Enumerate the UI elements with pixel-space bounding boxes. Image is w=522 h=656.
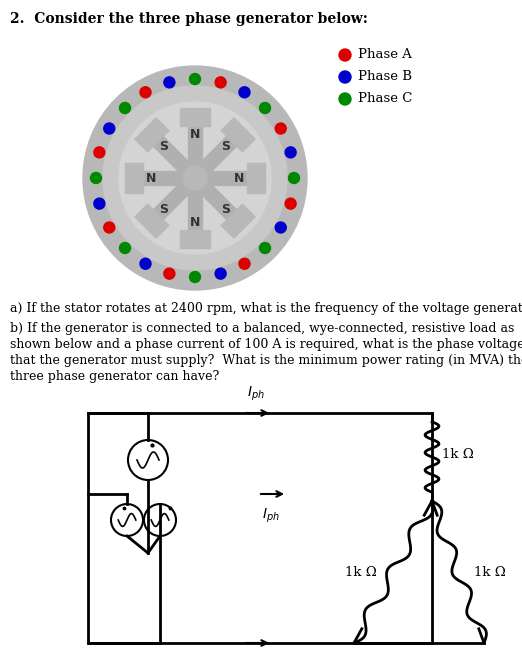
Circle shape bbox=[339, 49, 351, 61]
Circle shape bbox=[83, 66, 307, 290]
Text: N: N bbox=[190, 127, 200, 140]
Text: b) If the generator is connected to a balanced, wye-connected, resistive load as: b) If the generator is connected to a ba… bbox=[10, 322, 514, 335]
Text: 1k Ω: 1k Ω bbox=[442, 449, 474, 462]
Circle shape bbox=[275, 222, 286, 233]
Text: $I_{ph}$: $I_{ph}$ bbox=[247, 384, 265, 403]
Circle shape bbox=[140, 87, 151, 98]
Circle shape bbox=[164, 268, 175, 279]
Polygon shape bbox=[221, 118, 255, 152]
Circle shape bbox=[215, 268, 226, 279]
Circle shape bbox=[94, 198, 105, 209]
Circle shape bbox=[120, 102, 130, 113]
Circle shape bbox=[239, 87, 250, 98]
Circle shape bbox=[104, 222, 115, 233]
Circle shape bbox=[119, 102, 271, 254]
Circle shape bbox=[339, 71, 351, 83]
Circle shape bbox=[140, 258, 151, 269]
Circle shape bbox=[104, 123, 115, 134]
Text: 1k Ω: 1k Ω bbox=[345, 565, 377, 579]
Text: S: S bbox=[159, 203, 169, 216]
Polygon shape bbox=[247, 163, 265, 193]
Text: S: S bbox=[159, 140, 169, 154]
Circle shape bbox=[275, 123, 286, 134]
Text: shown below and a phase current of 100 A is required, what is the phase voltage: shown below and a phase current of 100 A… bbox=[10, 338, 522, 351]
Text: Phase A: Phase A bbox=[358, 49, 412, 62]
Circle shape bbox=[103, 86, 287, 270]
Circle shape bbox=[239, 258, 250, 269]
Circle shape bbox=[285, 147, 296, 158]
Polygon shape bbox=[135, 204, 169, 238]
Text: a) If the stator rotates at 2400 rpm, what is the frequency of the voltage gener: a) If the stator rotates at 2400 rpm, wh… bbox=[10, 302, 522, 315]
Text: Phase C: Phase C bbox=[358, 92, 412, 106]
Polygon shape bbox=[180, 108, 210, 126]
Text: Phase B: Phase B bbox=[358, 70, 412, 83]
Circle shape bbox=[215, 77, 226, 88]
Text: N: N bbox=[190, 216, 200, 228]
Polygon shape bbox=[180, 230, 210, 248]
Circle shape bbox=[285, 198, 296, 209]
Circle shape bbox=[189, 73, 200, 85]
Circle shape bbox=[94, 147, 105, 158]
Text: $I_{ph}$: $I_{ph}$ bbox=[262, 507, 280, 525]
Text: S: S bbox=[222, 203, 231, 216]
Text: 1k Ω: 1k Ω bbox=[474, 565, 506, 579]
Circle shape bbox=[289, 173, 300, 184]
Polygon shape bbox=[135, 118, 169, 152]
Text: three phase generator can have?: three phase generator can have? bbox=[10, 370, 219, 383]
Circle shape bbox=[120, 243, 130, 253]
Text: N: N bbox=[234, 171, 244, 184]
Polygon shape bbox=[125, 163, 143, 193]
Polygon shape bbox=[221, 204, 255, 238]
Circle shape bbox=[339, 93, 351, 105]
Circle shape bbox=[183, 166, 207, 190]
Circle shape bbox=[259, 243, 270, 253]
Circle shape bbox=[259, 102, 270, 113]
Circle shape bbox=[164, 77, 175, 88]
Circle shape bbox=[90, 173, 101, 184]
Text: N: N bbox=[146, 171, 156, 184]
Circle shape bbox=[183, 166, 207, 190]
Text: S: S bbox=[222, 140, 231, 154]
Text: that the generator must supply?  What is the minimum power rating (in MVA) the: that the generator must supply? What is … bbox=[10, 354, 522, 367]
Circle shape bbox=[189, 272, 200, 283]
Text: 2.  Consider the three phase generator below:: 2. Consider the three phase generator be… bbox=[10, 12, 368, 26]
